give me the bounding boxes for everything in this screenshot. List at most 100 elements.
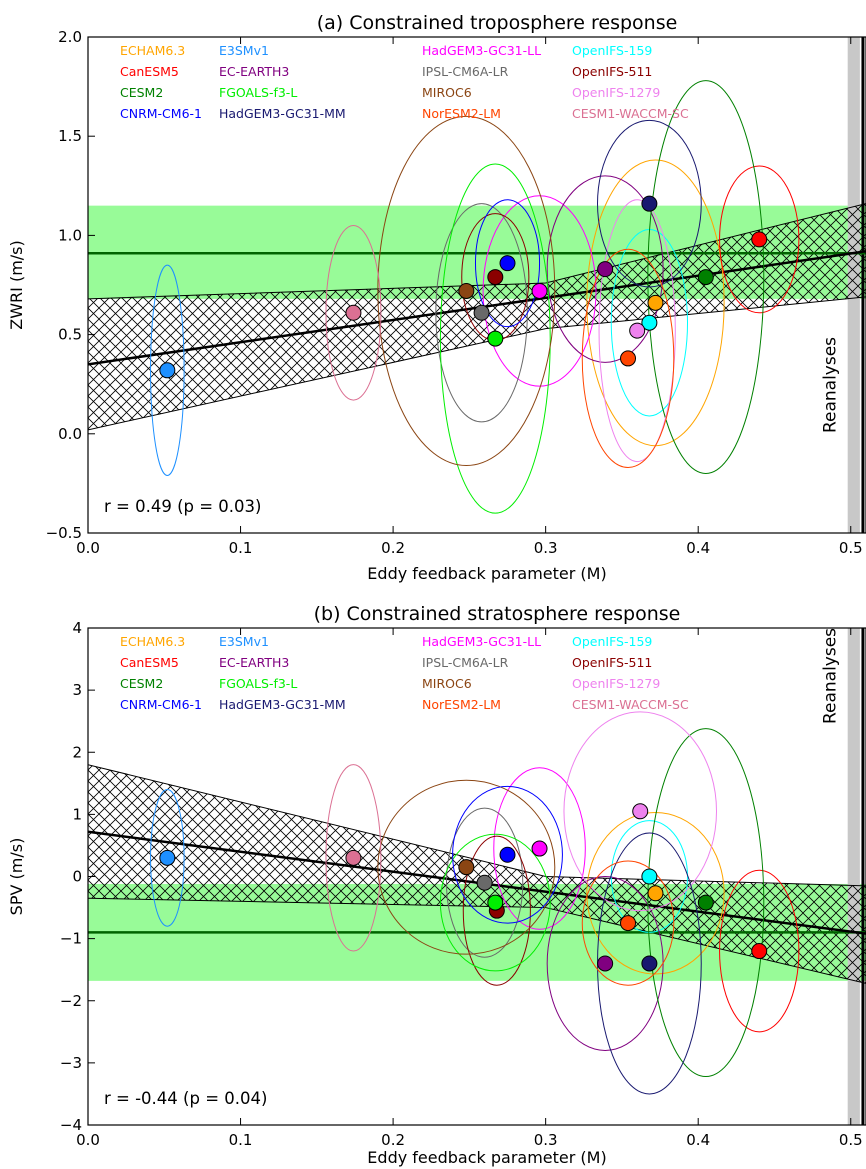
spread-ellipse (445, 807, 524, 958)
y-axis-label: ZWRI (m/s) (7, 240, 26, 330)
y-tick-label: −3 (60, 1054, 82, 1072)
y-tick-label: 2.0 (58, 28, 82, 46)
reanalyses-label: Reanalyses (821, 337, 841, 433)
x-tick-label: 0.5 (839, 539, 863, 557)
model-point (476, 874, 493, 891)
plot-frame (87, 36, 866, 534)
spread-ellipse (377, 115, 556, 467)
legend-entry: IPSL-CM6A-LR (422, 64, 509, 79)
y-tick-label: 4 (72, 619, 82, 637)
model-point (458, 282, 475, 299)
model-point (641, 868, 658, 885)
reanalyses-label: Reanalyses (821, 628, 841, 724)
legend-entry: IPSL-CM6A-LR (422, 655, 509, 670)
model-point (751, 943, 768, 960)
x-tick-label: 0.4 (686, 1131, 710, 1149)
y-tick-label: 3 (72, 681, 82, 699)
y-tick-label: −1 (60, 930, 82, 948)
legend-entry: CESM2 (120, 85, 163, 100)
y-tick-label: −2 (60, 992, 82, 1010)
spread-ellipse (474, 199, 541, 328)
stat-annotation: r = -0.44 (p = 0.04) (104, 1089, 267, 1108)
x-tick-label: 0.1 (229, 539, 253, 557)
x-tick-label: 0.3 (534, 539, 558, 557)
model-point (458, 859, 475, 876)
spread-ellipse (325, 224, 382, 401)
y-tick-label: 0.0 (58, 425, 82, 443)
spread-ellipse (462, 835, 531, 986)
y-tick-label: −4 (60, 1116, 82, 1134)
model-point (499, 255, 516, 272)
legend-entry: OpenIFS-159 (572, 634, 652, 649)
spread-ellipse (581, 860, 675, 986)
model-point (473, 304, 490, 321)
legend-entry: EC-EARTH3 (219, 64, 289, 79)
chart-panel-b: (b) Constrained stratosphere response Rea… (7, 603, 866, 1167)
y-tick-label: 1 (72, 805, 82, 823)
spread-ellipse (377, 779, 556, 955)
legend-entry: FGOALS-f3-L (219, 676, 297, 691)
legend-entry: HadGEM3-GC31-MM (219, 697, 346, 712)
confidence-upper-line (88, 764, 866, 887)
spread-ellipse (439, 833, 551, 972)
model-point (597, 955, 614, 972)
y-axis-label: SPV (m/s) (7, 838, 26, 916)
spread-ellipse (598, 199, 676, 463)
plot-area (88, 37, 866, 533)
legend-entry: HadGEM3-GC31-LL (422, 43, 541, 58)
model-point (597, 261, 614, 278)
model-point (345, 849, 362, 866)
x-axis-label: Eddy feedback parameter (M) (367, 1148, 606, 1167)
model-point (641, 195, 658, 212)
legend-entry: E3SMv1 (219, 634, 269, 649)
chart-title: (a) Constrained troposphere response (317, 12, 678, 34)
spread-ellipse (719, 869, 800, 1033)
y-tick-label: 1.5 (58, 127, 82, 145)
y-tick-label: 0 (72, 868, 82, 886)
legend-entry: MIROC6 (422, 85, 472, 100)
x-tick-label: 0.1 (229, 1131, 253, 1149)
model-point (531, 840, 548, 857)
spread-ellipse (439, 163, 551, 514)
spread-ellipse (150, 789, 185, 927)
spread-ellipse (586, 812, 725, 975)
legend-entry: MIROC6 (422, 676, 472, 691)
legend-entry: OpenIFS-511 (572, 64, 652, 79)
plot-area (88, 628, 866, 1125)
legend-entry: CESM2 (120, 676, 163, 691)
spread-ellipse (647, 80, 765, 474)
spread-ellipse (452, 785, 563, 924)
x-tick-label: 0.5 (839, 1131, 863, 1149)
model-point (159, 362, 176, 379)
legend-entry: NorESM2-LM (422, 697, 501, 712)
model-point (531, 282, 548, 299)
legend-entry: ECHAM6.3 (120, 634, 185, 649)
spread-ellipse (482, 195, 597, 387)
spread-ellipse (546, 175, 664, 363)
legend-entry: CanESM5 (120, 64, 179, 79)
legend-entry: OpenIFS-159 (572, 43, 652, 58)
legend-entry: FGOALS-f3-L (219, 85, 297, 100)
legend-entry: OpenIFS-1279 (572, 85, 660, 100)
legend-entry: CESM1-WACCM-SC (572, 106, 689, 121)
legend-entry: CanESM5 (120, 655, 179, 670)
model-point (620, 350, 637, 367)
model-point (697, 269, 714, 286)
model-point (499, 846, 516, 863)
y-tick-label: 0.5 (58, 326, 82, 344)
spread-ellipse (597, 119, 702, 288)
y-tick-label: −0.5 (46, 524, 82, 542)
legend-entry: E3SMv1 (219, 43, 269, 58)
legend-entry: ECHAM6.3 (120, 43, 185, 58)
model-point (487, 269, 504, 286)
model-point (620, 915, 637, 932)
legend-entry: NorESM2-LM (422, 106, 501, 121)
model-point (647, 294, 664, 311)
chart-panel-a: (a) Constrained troposphere response Rean… (7, 12, 866, 583)
y-tick-label: 1.0 (58, 226, 82, 244)
model-point (641, 955, 658, 972)
model-point (159, 849, 176, 866)
x-tick-label: 0.0 (76, 1131, 100, 1149)
model-point (629, 322, 646, 339)
